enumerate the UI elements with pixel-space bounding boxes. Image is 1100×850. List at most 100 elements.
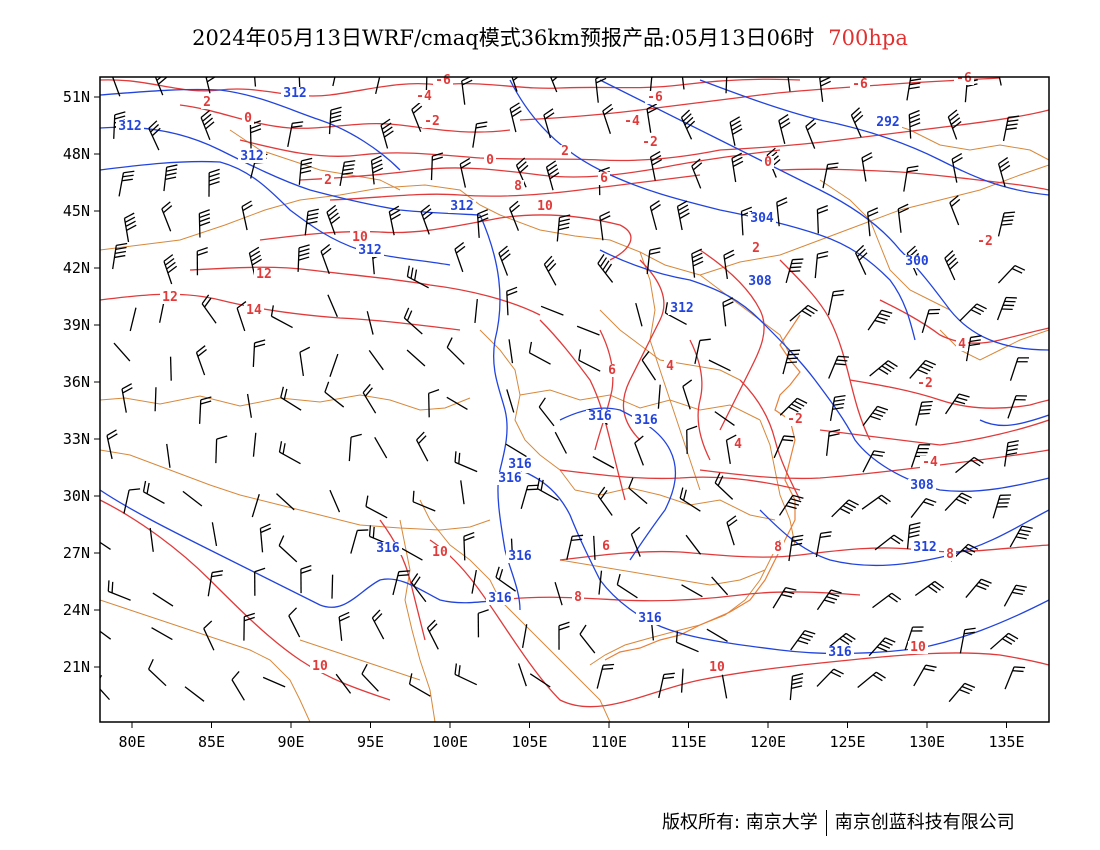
wind-barb-flag [1004,211,1016,214]
wind-barb-flag [616,573,621,585]
wind-barb-flag [845,632,856,640]
wind-barb-flag [820,80,831,87]
wind-barb-flag [867,211,879,217]
height-label: 308 [910,478,934,493]
wind-barb-flag [597,486,606,497]
wind-barb-flag [796,397,808,404]
wind-barb-flag [967,543,979,550]
wind-barb-flag [122,174,134,178]
wind-barb-flag [996,56,1005,62]
wind-barb-shaft [598,570,603,595]
wind-barb-flag [337,65,348,66]
lon-label-95E: 95E [357,733,384,751]
wind-barb-flag [925,664,937,668]
wind-barb-flag [819,535,831,539]
wind-barb-flag [691,252,703,259]
wind-barb-flag [790,498,802,503]
wind-barb-shaft [375,77,381,95]
height-label: 316 [634,413,658,428]
temperature-label: -4 [922,455,938,470]
wind-barb-flag [999,160,1010,169]
wind-barb-flag [299,60,309,64]
pressure-level: 700hpa [828,26,908,50]
wind-barb-flag [461,79,473,86]
wind-barb-flag [336,69,347,70]
wind-barb-shaft [711,576,729,596]
wind-barb-flag [970,335,982,339]
wind-barb-flag [778,114,789,122]
wind-barb-flag [254,567,266,573]
wind-barb-flag [455,245,466,254]
wind-barb-flag [791,538,803,542]
height-label: 316 [588,409,612,424]
wind-barb-flag [330,216,341,225]
wind-barb-flag [361,663,368,675]
wind-barb-flag [558,625,570,631]
wind-barb-flag [807,304,818,312]
wind-barb-flag [413,269,418,281]
temperature-label: -2 [424,114,440,129]
wind-barb-shaft [298,77,301,89]
title-main: 2024年05月13日WRF/cmaq模式36km预报产品:05月13日06时 [192,26,815,50]
wind-barb-flag [791,262,803,265]
wind-barb-flag [416,431,425,441]
wind-barb-flag [675,631,679,643]
wind-barb-flag [371,159,383,166]
lat-label-51N: 51N [63,88,90,106]
wind-barb-flag [205,121,215,130]
wind-barb-shaft [262,676,286,688]
wind-barb-flag [791,677,803,681]
temperature-contours [100,77,1049,708]
wind-barb-shaft [253,77,257,87]
wind-barb-flag [823,599,835,604]
wind-barb-shaft [554,431,567,454]
wind-barb-flag [1015,584,1027,588]
wind-barb-shaft [460,480,465,505]
wind-barb-shaft [474,298,478,323]
wind-barb-flag [599,257,608,268]
temperature-label: 8 [946,547,954,562]
wind-barb-flag [890,537,901,545]
wind-barb-flag [839,507,851,515]
wind-barb-flag [298,256,310,261]
wind-barb-flag [944,250,954,259]
wind-barb-flag [91,525,94,536]
wind-barb-flag [231,670,240,681]
wind-barb-flag [955,498,967,505]
wind-barb-flag [206,77,217,83]
wind-barb-shaft [350,530,358,554]
wind-barb-flag [881,494,891,503]
wind-barb-flag [330,106,342,111]
wind-barb-flag [1003,215,1015,218]
wind-barb-flag [546,160,557,168]
temperature-label: 8 [774,540,782,555]
lat-label-33N: 33N [63,430,90,448]
temperature-label: 10 [312,659,328,674]
wind-barb-flag [922,362,934,369]
wind-barb-flag [549,66,557,73]
wind-barb-flag [628,477,634,489]
wind-barb-shaft [409,683,431,697]
wind-barb-shaft [100,630,112,640]
wind-barb-shaft [706,628,728,642]
wind-barb-shaft [329,353,339,377]
wind-barb-flag [833,402,845,406]
wind-barb-flag [208,181,220,186]
wind-barb-flag [411,101,421,110]
wind-barb-flag [877,497,888,505]
wind-barb-flag [512,77,513,78]
temperature-label: 2 [561,144,569,159]
wind-barb-flag [958,495,970,502]
wind-barb-flag [121,178,133,182]
wind-barb-flag [908,86,920,90]
wind-barb-flag [766,147,776,156]
wind-barb-flag [602,667,614,670]
wind-barb-flag [122,387,133,394]
wind-barb-flag [650,151,661,158]
wind-barb-flag [653,67,664,69]
wind-barb-flag [578,349,582,361]
wind-barb-flag [150,124,160,133]
wind-barb-flag [603,663,615,666]
height-labels: 3123123123123123043083002923123163163163… [116,86,939,660]
wind-barb-flag [1014,264,1026,271]
